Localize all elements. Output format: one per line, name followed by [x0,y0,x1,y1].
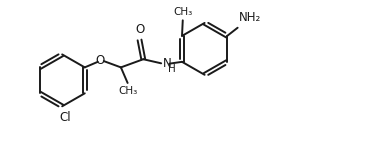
Text: NH₂: NH₂ [239,11,261,24]
Text: O: O [96,54,105,67]
Text: N: N [163,57,172,70]
Text: Cl: Cl [59,111,71,124]
Text: CH₃: CH₃ [173,7,192,17]
Text: O: O [135,23,144,36]
Text: H: H [168,64,176,74]
Text: CH₃: CH₃ [119,86,138,96]
